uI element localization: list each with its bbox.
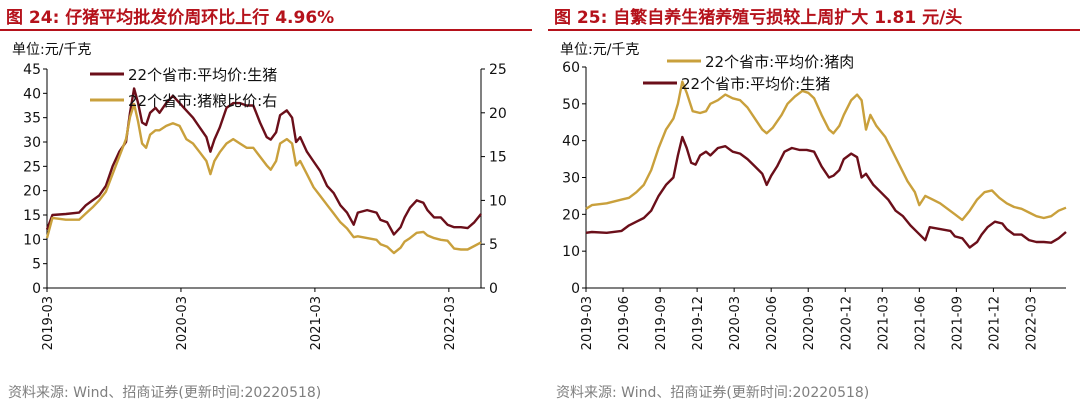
chart-title: 图 24: 仔猪平均批发价周环比上行 4.96%: [6, 8, 335, 28]
line-chart-piglet-price: 单位:元/千克 0 5 10 15 20 25 30 35 40 45 0 5 10 15 20 25 2019-…: [12, 42, 507, 350]
y-tick-label: 30: [562, 171, 580, 187]
x-tick-label: 2020-12: [839, 296, 854, 350]
x-tick-label: 2020-03: [728, 296, 743, 350]
chart-panel-right: 图 25: 自繁自养生猪养殖亏损较上周扩大 1.81 元/头 单位:元/千克 0 1…: [548, 0, 1080, 405]
x-tick-label: 2019-03: [580, 296, 595, 350]
title-divider: [0, 29, 532, 31]
x-tick-label: 2021-09: [950, 296, 965, 350]
y2-tick-label: 0: [489, 281, 498, 297]
legend-label: 22个省市:平均价:猪肉: [705, 53, 854, 71]
y2-tick-label: 5: [489, 237, 498, 253]
x-tick-label: 2020-03: [175, 296, 190, 350]
x-tick-label: 2021-06: [913, 296, 928, 350]
legend-label: 22个省市:猪粮比价:右: [128, 92, 277, 110]
y-tick-label: 50: [562, 97, 580, 113]
x-tick-label: 2021-03: [876, 296, 891, 350]
line-chart-pork-price: 单位:元/千克 0 10 20 30 40 50 60 2019-03 2019-06 2019-0…: [560, 42, 1067, 350]
y-tick-label: 45: [23, 62, 41, 78]
x-tick-label: 2021-03: [309, 296, 324, 350]
y-tick-label: 35: [23, 111, 41, 127]
series-line-2: [585, 135, 1067, 249]
chart-panel-left: 图 24: 仔猪平均批发价周环比上行 4.96% 单位:元/千克 0 5 10 15 20…: [0, 0, 532, 405]
title-divider: [548, 29, 1080, 31]
x-tick-label: 2019-03: [41, 296, 56, 350]
legend-label: 22个省市:平均价:生猪: [128, 66, 277, 84]
legend-label: 22个省市:平均价:生猪: [681, 75, 830, 93]
chart-title: 图 25: 自繁自养生猪养殖亏损较上周扩大 1.81 元/头: [554, 8, 963, 28]
y2-tick-label: 25: [489, 62, 507, 78]
y-tick-label: 10: [562, 244, 580, 260]
y-tick-label: 5: [32, 257, 41, 273]
source-note: 资料来源: Wind、招商证券(更新时间:20220518): [556, 385, 870, 401]
y-tick-label: 30: [23, 135, 41, 151]
y-tick-label: 10: [23, 232, 41, 248]
y-tick-label: 15: [23, 208, 41, 224]
series-line-1: [45, 87, 482, 236]
y2-tick-label: 15: [489, 150, 507, 166]
x-tick-label: 2022-03: [1024, 296, 1039, 350]
y2-tick-label: 20: [489, 106, 507, 122]
y-axis-label: 单位:元/千克: [12, 42, 91, 58]
y-tick-label: 20: [562, 207, 580, 223]
x-tick-label: 2021-12: [987, 296, 1002, 350]
y-tick-label: 0: [571, 281, 580, 297]
x-tick-label: 2022-03: [443, 296, 458, 350]
source-note: 资料来源: Wind、招商证券(更新时间:20220518): [8, 385, 322, 401]
y-axis-label: 单位:元/千克: [560, 42, 639, 58]
y2-tick-label: 10: [489, 193, 507, 209]
x-tick-label: 2019-09: [654, 296, 669, 350]
x-tick-label: 2019-06: [617, 296, 632, 350]
y-tick-label: 40: [562, 134, 580, 150]
x-tick-label: 2020-06: [765, 296, 780, 350]
y-tick-label: 0: [32, 281, 41, 297]
series-line-1: [585, 80, 1067, 222]
x-tick-label: 2019-12: [691, 296, 706, 350]
y-tick-label: 25: [23, 159, 41, 175]
y-tick-label: 20: [23, 184, 41, 200]
y-tick-label: 40: [23, 86, 41, 102]
y-tick-label: 60: [562, 60, 580, 76]
x-tick-label: 2020-09: [802, 296, 817, 350]
series-line-2: [45, 102, 482, 255]
